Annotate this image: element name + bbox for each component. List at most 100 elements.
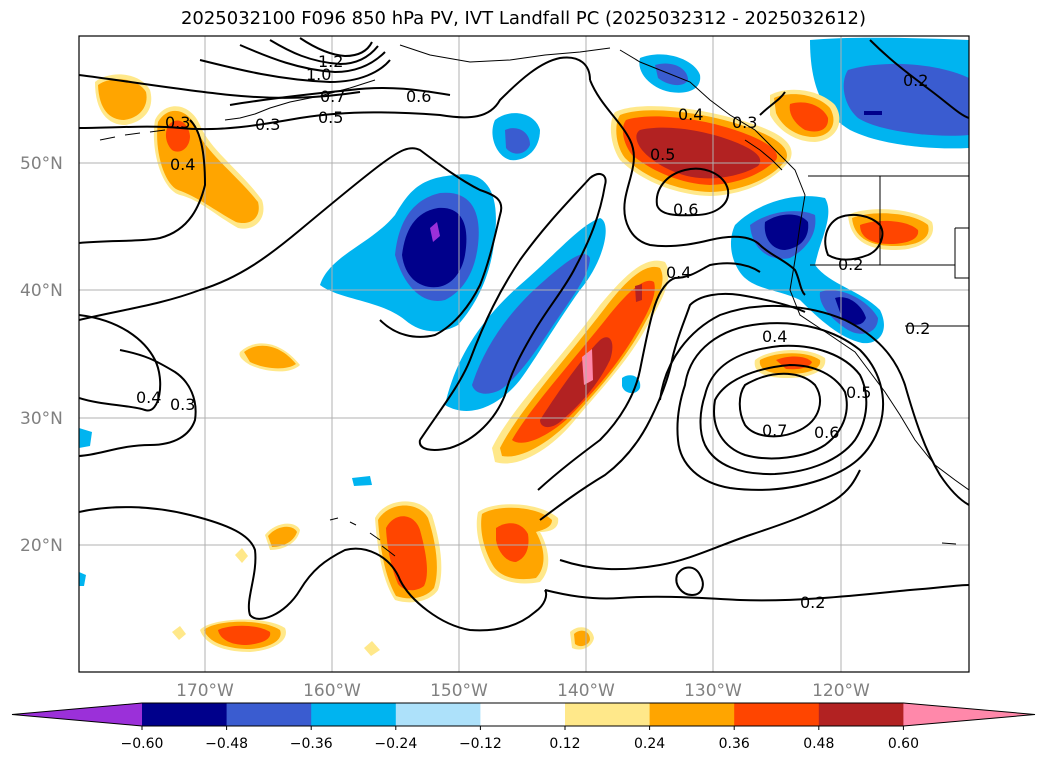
colorbar-segment <box>480 703 566 726</box>
aleutian-islands <box>224 79 376 121</box>
contour-label: 0.6 <box>673 200 698 219</box>
contour-line <box>79 56 591 131</box>
island <box>941 542 957 545</box>
contour-label: 0.3 <box>165 113 190 132</box>
alaska-coastline <box>399 44 611 63</box>
contour-label: 0.7 <box>320 87 345 106</box>
map-title: 2025032100 F096 850 hPa PV, IVT Landfall… <box>180 8 867 29</box>
colorbar-tick-label: 0.12 <box>549 736 580 752</box>
contour-line <box>199 59 391 84</box>
contour-line <box>544 584 969 602</box>
contour-label: 0.6 <box>814 423 839 442</box>
positive-shading-region <box>172 626 186 640</box>
contour-line <box>759 244 806 296</box>
map-frame <box>78 35 970 673</box>
contour-line <box>759 91 786 116</box>
contour-line <box>738 372 821 438</box>
contour-label: 0.3 <box>732 113 757 132</box>
colorbar-tick-label: 0.60 <box>888 736 919 752</box>
colorbar-tick-label: −0.48 <box>205 736 248 752</box>
contour-label: 0.5 <box>318 108 343 127</box>
negative-shading-region <box>430 222 440 242</box>
latitude-label: 20°N <box>20 536 63 556</box>
coastlines <box>99 44 969 557</box>
contour-line <box>676 322 884 491</box>
longitude-label: 140°W <box>557 681 615 701</box>
contour-line <box>299 37 373 58</box>
longitude-label: 120°W <box>812 681 870 701</box>
contour-line <box>655 167 730 217</box>
contour-line <box>537 262 761 491</box>
colorbar-tick-label: −0.60 <box>121 736 164 752</box>
negative-shading-region <box>864 111 882 115</box>
contour-line <box>239 44 386 74</box>
contour-label: 0.5 <box>846 383 871 402</box>
negative-shading-region <box>352 476 372 486</box>
shaded-anomaly-field <box>79 37 969 656</box>
contour-line <box>589 79 761 248</box>
contour-label: 0.3 <box>255 115 280 134</box>
contour-labels: 1.2 1.0 0.7 0.6 0.5 0.3 0.3 0.4 0.4 0.3 … <box>136 52 930 612</box>
contour-label: 1.0 <box>306 65 331 84</box>
colorbar-tick-label: 0.24 <box>634 736 665 752</box>
longitude-label: 160°W <box>303 681 361 701</box>
negative-shading-region <box>79 428 92 448</box>
colorbar-extension-min <box>12 703 142 726</box>
negative-shading-region <box>843 63 969 136</box>
contour-line <box>79 147 503 338</box>
north-america-coastline <box>619 49 969 491</box>
colorbar-tick-label: −0.12 <box>459 736 502 752</box>
positive-shading-region <box>635 284 642 302</box>
positive-shading-region <box>582 349 593 385</box>
colorbar-segment <box>142 703 228 726</box>
colorbar-segment <box>565 703 651 726</box>
colorbar-tick-label: −0.36 <box>290 736 333 752</box>
positive-shading-region <box>636 127 761 179</box>
colorbar-tick-label: −0.24 <box>374 736 417 752</box>
contour-line <box>675 566 704 597</box>
contour-line <box>699 344 868 476</box>
contour-label: 0.4 <box>136 388 161 407</box>
positive-shading-region <box>235 548 248 563</box>
hawaii-islands <box>329 517 396 557</box>
contour-label: 0.4 <box>762 327 787 346</box>
contour-line <box>79 506 548 632</box>
longitude-label: 130°W <box>684 681 742 701</box>
latitude-label: 40°N <box>20 281 63 301</box>
colorbar-segment <box>649 703 735 726</box>
contour-line <box>79 349 197 457</box>
positive-shading-region <box>244 345 296 369</box>
contour-label: 0.4 <box>666 263 691 282</box>
negative-shading-region <box>505 128 530 154</box>
contour-line <box>79 119 207 244</box>
contour-label: 0.7 <box>762 421 787 440</box>
positive-shading-region <box>364 641 380 656</box>
contour-label: 0.2 <box>838 255 863 274</box>
positive-shading-region <box>540 337 613 428</box>
colorbar-segment <box>395 703 481 726</box>
contour-line <box>79 74 361 99</box>
latitude-label: 50°N <box>20 154 63 174</box>
contour-line <box>418 173 607 451</box>
latitude-label: 30°N <box>20 409 63 429</box>
contour-line <box>269 39 379 66</box>
positive-shading-region <box>98 79 147 120</box>
british-columbia-islands <box>744 139 783 171</box>
longitude-label: 150°W <box>430 681 488 701</box>
positive-shading-region <box>860 220 919 244</box>
contour-label: 0.4 <box>170 155 195 174</box>
colorbar: −0.60 −0.48 −0.36 −0.24 −0.12 0.12 0.24 0.36 0.4… <box>11 702 1036 752</box>
contour-line <box>869 39 969 119</box>
positive-shading-region <box>268 526 297 547</box>
colorbar-tick-label: 0.48 <box>803 736 834 752</box>
contour-label: 0.5 <box>650 145 675 164</box>
contour-lines <box>79 37 969 632</box>
colorbar-tick-label: 0.36 <box>719 736 750 752</box>
contour-line <box>559 469 861 571</box>
contour-label: 0.2 <box>800 593 825 612</box>
graticule <box>79 36 969 672</box>
contour-label: 0.2 <box>903 71 928 90</box>
colorbar-segment <box>226 703 312 726</box>
contour-line <box>824 213 884 261</box>
negative-shading-region <box>402 207 467 288</box>
